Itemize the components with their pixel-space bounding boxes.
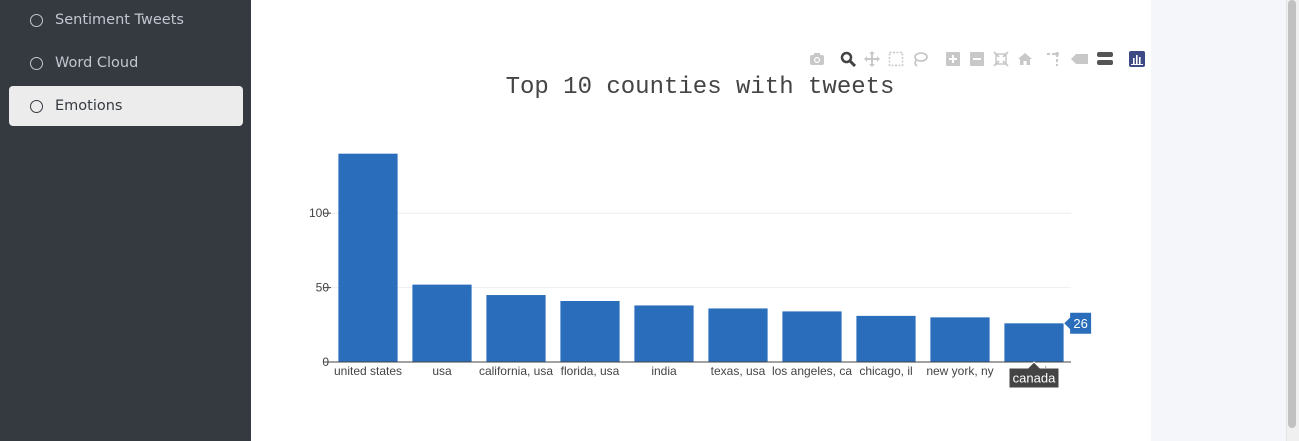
gridlines <box>331 212 1071 289</box>
sidebar-item-label: Emotions <box>55 98 123 114</box>
x-tick-label: florida, usa <box>561 364 620 378</box>
x-tick-label: india <box>651 364 677 378</box>
box-select-icon[interactable] <box>886 48 906 70</box>
y-axis-ticks: 0 50 100 <box>309 206 331 369</box>
bar[interactable] <box>560 300 620 362</box>
plotly-logo-icon[interactable] <box>1127 48 1147 70</box>
chart-title: Top 10 counties with tweets <box>506 74 895 101</box>
chart-panel <box>251 0 1151 441</box>
sidebar-item-label: Sentiment Tweets <box>55 12 184 28</box>
sidebar-item-sentiment-tweets[interactable]: Sentiment Tweets <box>9 0 243 40</box>
y-tick-label: 50 <box>316 281 330 295</box>
bar[interactable] <box>1004 323 1064 362</box>
hover-category-text: canada <box>1013 371 1056 386</box>
bars <box>338 153 1064 362</box>
bar[interactable] <box>634 305 694 362</box>
x-tick-label: california, usa <box>479 364 553 378</box>
bar[interactable] <box>708 308 768 362</box>
hover-value-text: 26 <box>1073 316 1087 331</box>
zoom-out-icon[interactable] <box>967 48 987 70</box>
x-tick-label: new york, ny <box>926 364 993 378</box>
reset-axes-icon[interactable] <box>1015 48 1035 70</box>
zoom-icon[interactable] <box>838 48 858 70</box>
x-tick-label: los angeles, ca <box>772 364 852 378</box>
hover-labels: 26 canada <box>1008 311 1093 389</box>
circle-icon <box>30 99 43 113</box>
bar[interactable] <box>782 311 842 362</box>
hover-category-box <box>1008 361 1060 389</box>
y-tick-label: 100 <box>309 206 329 220</box>
zoom-in-icon[interactable] <box>943 48 963 70</box>
y-tick-label: 0 <box>322 355 329 369</box>
bar[interactable] <box>856 315 916 362</box>
x-tick-label: united states <box>334 364 402 378</box>
x-tick-label: texas, usa <box>711 364 766 378</box>
sidebar-item-word-cloud[interactable]: Word Cloud <box>9 43 243 83</box>
sidebar: Sentiment Tweets Word Cloud Emotions <box>0 0 251 441</box>
lasso-icon[interactable] <box>910 48 930 70</box>
bar[interactable] <box>338 153 398 362</box>
x-tick-label: chicago, il <box>859 364 912 378</box>
spike-lines-icon[interactable] <box>1044 48 1064 70</box>
sidebar-item-emotions[interactable]: Emotions <box>9 86 243 126</box>
scrollbar-thumb[interactable] <box>1288 0 1296 428</box>
bar[interactable] <box>412 284 472 362</box>
x-axis-ticks: united states usa california, usa florida, … <box>334 364 1054 378</box>
x-tick-label: usa <box>432 364 452 378</box>
pan-icon[interactable] <box>862 48 882 70</box>
circle-icon <box>30 56 43 70</box>
autoscale-icon[interactable] <box>991 48 1011 70</box>
circle-icon <box>30 13 43 27</box>
bar[interactable] <box>930 317 990 362</box>
camera-icon[interactable] <box>807 48 827 70</box>
hover-closest-icon[interactable] <box>1070 48 1090 70</box>
sidebar-item-label: Word Cloud <box>55 55 139 71</box>
bar[interactable] <box>486 295 546 362</box>
hover-compare-icon[interactable] <box>1095 48 1115 70</box>
hover-value-box <box>1062 311 1093 335</box>
